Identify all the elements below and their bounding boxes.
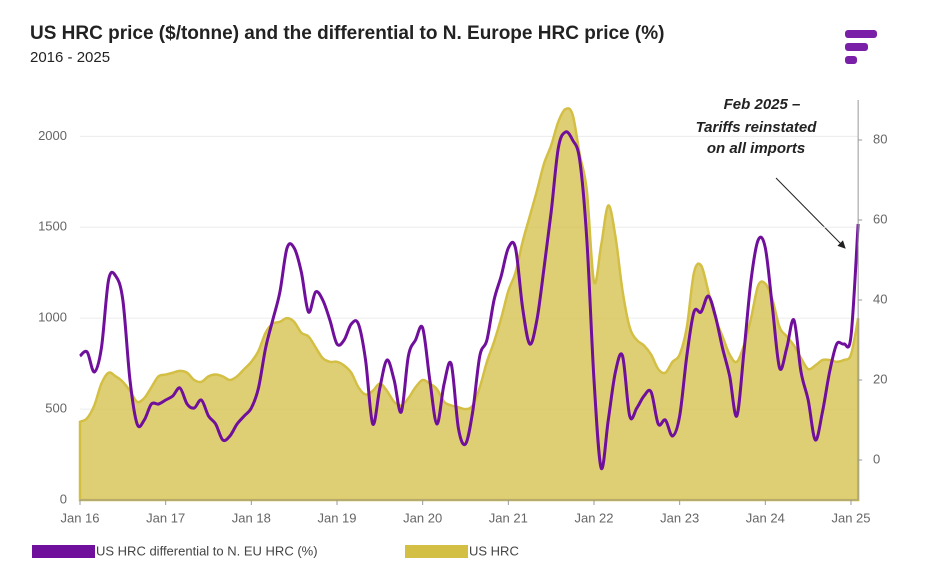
x-tick-label: Jan 20 [403,510,442,525]
y2-tick-label: 60 [873,211,887,226]
annotation: Feb 2025 – [724,96,801,113]
y-tick-label: 500 [45,401,67,416]
y2-tick-label: 20 [873,371,887,386]
x-tick-label: Jan 23 [660,510,699,525]
x-tick-label: Jan 21 [489,510,528,525]
chart-title: US HRC price ($/tonne) and the different… [30,23,664,44]
y-tick-label: 0 [60,491,67,506]
x-tick-label: Jan 17 [146,510,185,525]
y2-tick-label: 40 [873,291,887,306]
legend-label: US HRC [469,543,519,558]
logo [845,30,877,64]
x-tick-label: Jan 18 [232,510,271,525]
chart-subtitle: 2016 - 2025 [30,49,110,66]
annotation: on all imports [707,140,805,157]
x-tick-label: Jan 24 [746,510,785,525]
y2-tick-label: 80 [873,131,887,146]
y-tick-label: 2000 [38,128,67,143]
x-tick-label: Jan 22 [574,510,613,525]
x-tick-label: Jan 16 [60,510,99,525]
line [79,130,860,471]
x-tick-label: Jan 19 [317,510,356,525]
annotation: Tariffs reinstated [696,119,818,136]
x-tick-label: Jan 25 [831,510,870,525]
area [78,107,860,502]
legend-label: US HRC differential to N. EU HRC (%) [96,543,318,558]
y-tick-label: 1500 [38,219,67,234]
annotation-arrow [775,177,846,249]
y-tick-label: 1000 [38,310,67,325]
legend-swatch [405,545,468,558]
legend-swatch [32,545,95,558]
y2-tick-label: 0 [873,451,880,466]
